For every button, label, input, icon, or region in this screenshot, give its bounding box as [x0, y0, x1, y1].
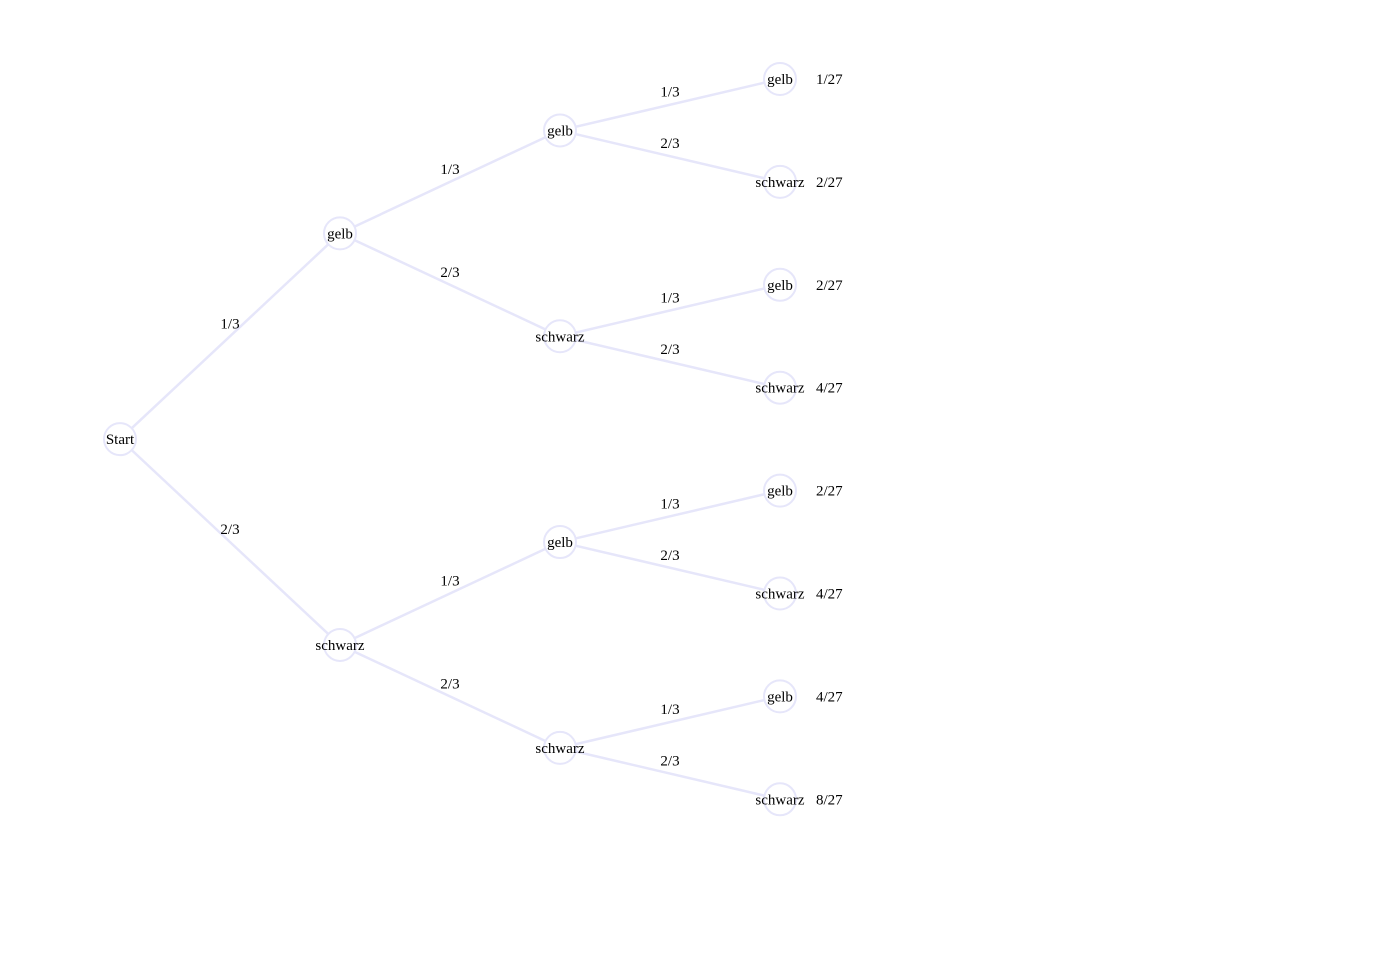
edge-probability-label: 1/3 [660, 702, 679, 718]
node-label: gelb [767, 72, 793, 88]
node-label: schwarz [755, 175, 804, 191]
tree-node [763, 576, 797, 611]
tree-edge [119, 438, 341, 646]
tree-edge [559, 746, 781, 801]
path-probability-label: 2/27 [816, 484, 843, 500]
path-probability-label: 4/27 [816, 381, 843, 397]
tree-edge [119, 232, 341, 441]
edge-probability-label: 2/3 [440, 676, 459, 692]
tree-node [763, 473, 797, 508]
path-probability-label: 2/27 [816, 175, 843, 191]
node-label: gelb [767, 689, 793, 705]
edge-probability-label: 2/3 [660, 754, 679, 770]
tree-edge [559, 335, 781, 389]
tree-node [763, 62, 797, 96]
node-label: schwarz [755, 381, 804, 397]
node-label: schwarz [755, 587, 804, 603]
tree-node [103, 422, 137, 457]
tree-edge [559, 129, 781, 184]
tree-node [763, 782, 797, 817]
tree-node [543, 730, 577, 765]
tree-edge [559, 695, 781, 750]
tree-node [763, 370, 797, 405]
tree-edge [559, 489, 781, 544]
edge-probability-label: 1/3 [440, 574, 459, 590]
tree-edge [559, 540, 781, 595]
edge-probability-label: 1/3 [440, 162, 459, 178]
edge-probability-label: 2/3 [660, 548, 679, 564]
path-probability-label: 4/27 [816, 689, 843, 705]
edge-probability-label: 2/3 [220, 522, 239, 538]
node-label: schwarz [315, 638, 364, 654]
node-label: schwarz [535, 329, 584, 345]
tree-node [323, 627, 357, 662]
tree-node [323, 216, 357, 251]
edge-probability-label: 2/3 [660, 136, 679, 152]
edge-probability-label: 1/3 [660, 291, 679, 307]
node-label: schwarz [535, 741, 584, 757]
tree-edge [339, 129, 561, 235]
tree-edge [559, 77, 781, 132]
tree-edge [559, 283, 781, 338]
tree-node [543, 113, 577, 148]
path-probability-label: 8/27 [816, 792, 843, 808]
tree-node [763, 679, 797, 714]
path-probability-label: 1/27 [816, 72, 843, 88]
edge-probability-label: 2/3 [660, 342, 679, 358]
node-label: gelb [547, 535, 573, 551]
node-label: schwarz [755, 792, 804, 808]
nodes: gelb 1/27 schwarz 2/27 gelb gelb 2/27 schwarz 4/… [103, 62, 843, 817]
path-probability-label: 4/27 [816, 587, 843, 603]
tree-edge [339, 643, 561, 749]
edge-probability-label: 1/3 [220, 316, 239, 332]
tree-edge [339, 232, 561, 338]
node-label: gelb [767, 484, 793, 500]
node-label: Start [106, 432, 135, 448]
path-probability-label: 2/27 [816, 278, 843, 294]
edge-probability-label: 1/3 [660, 85, 679, 101]
edges: 1/3 1/3 1/3 2/3 2/3 1/3 2/3 2/3 1/3 1/3 2/3 2/3 1/3 2… [119, 77, 781, 801]
edge-probability-label: 1/3 [660, 496, 679, 512]
tree-node [763, 164, 797, 199]
node-label: gelb [767, 278, 793, 294]
tree-node [543, 319, 577, 354]
edge-probability-label: 2/3 [440, 265, 459, 281]
node-label: gelb [327, 226, 353, 242]
tree-node [543, 525, 577, 560]
tree-edge [339, 540, 561, 647]
tree-node [763, 267, 797, 302]
node-label: gelb [547, 123, 573, 139]
